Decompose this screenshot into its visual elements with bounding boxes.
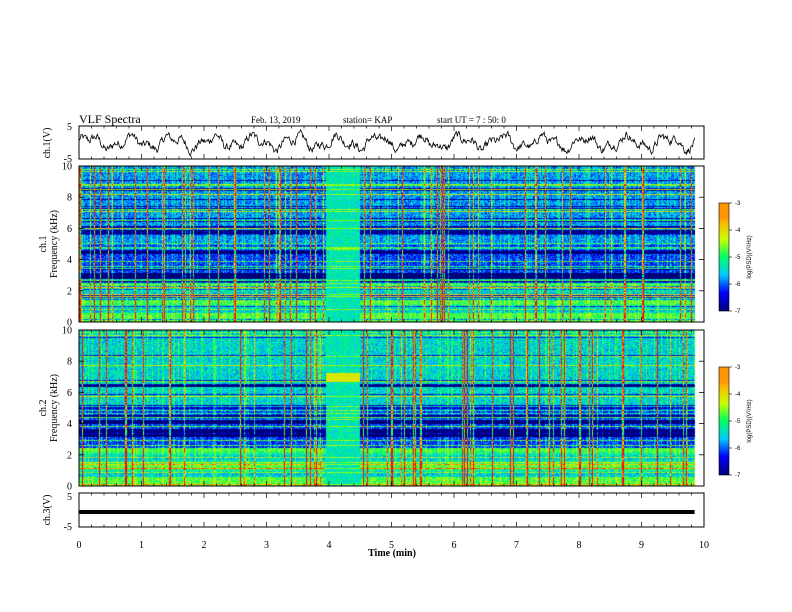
start-time-label: start UT = 7 : 50: 0 <box>437 115 506 125</box>
ch1-colorbar: -3 -4 -5 -6 -7 log(PSD)(V²/Hz) <box>718 201 753 315</box>
y-tick-label: 8 <box>67 193 72 204</box>
ch3-waveform-ylabel: ch.3(V) <box>42 495 53 526</box>
x-tick-label: 0 <box>77 540 82 551</box>
ch1-spec-ylabel-line2: Frequency (kHz) <box>49 210 60 278</box>
y-tick-label: 6 <box>67 388 72 399</box>
x-axis-label: Time (min) <box>368 548 416 559</box>
ch3-ytick-bottom: -5 <box>64 522 72 533</box>
colorbar-tick-label: -5 <box>735 255 741 261</box>
colorbar-tick-label: -3 <box>735 365 741 371</box>
ch1-ytick-bottom: -5 <box>64 154 72 165</box>
figure-title: VLF Spectra <box>79 112 141 126</box>
colorbar-tick-label: -3 <box>735 201 741 207</box>
ch2-colorbar-gradient <box>719 367 729 475</box>
y-tick-label: 4 <box>67 255 72 266</box>
ch1-waveform-panel: 5 -5 ch.1(V) <box>42 122 705 165</box>
y-tick-label: 10 <box>62 162 72 173</box>
ch2-spectrogram-image <box>79 330 704 486</box>
ch3-ytick-top: 5 <box>67 492 72 503</box>
ch2-colorbar-label: log(PSD)(V²/Hz) <box>747 399 753 442</box>
x-tick-label: 8 <box>577 540 582 551</box>
x-axis-tick-labels: 0 1 2 3 4 5 6 7 8 9 10 <box>77 540 710 551</box>
ch2-spec-ylabel-line2: Frequency (kHz) <box>49 374 60 442</box>
y-tick-label: 8 <box>67 357 72 368</box>
y-tick-label: 2 <box>67 450 72 461</box>
x-tick-label: 2 <box>202 540 207 551</box>
ch1-colorbar-label: log(PSD)(V²/Hz) <box>747 235 753 278</box>
station-label: station= KAP <box>343 115 392 125</box>
ch1-spec-ylabel-line1: ch.1 <box>38 236 49 253</box>
colorbar-tick-label: -6 <box>735 446 741 452</box>
y-tick-label: 0 <box>67 482 72 493</box>
x-tick-label: 6 <box>452 540 457 551</box>
x-tick-label: 4 <box>327 540 332 551</box>
x-tick-label: 5 <box>389 540 394 551</box>
x-tick-label: 1 <box>139 540 144 551</box>
colorbar-tick-label: -4 <box>735 228 741 234</box>
colorbar-tick-label: -4 <box>735 392 741 398</box>
ch2-colorbar: -3 -4 -5 -6 -7 log(PSD)(V²/Hz) <box>718 365 753 479</box>
ch1-spectrogram-image <box>79 166 704 322</box>
x-tick-label: 9 <box>639 540 644 551</box>
ch1-waveform-ylabel: ch.1(V) <box>42 128 53 159</box>
y-tick-label: 2 <box>67 286 72 297</box>
ch2-spectrogram-panel: 0 2 4 6 8 10 ch.2 Frequency (kHz) <box>38 326 705 493</box>
ch1-ytick-top: 5 <box>67 122 72 133</box>
y-tick-label: 6 <box>67 224 72 235</box>
ch1-colorbar-gradient <box>719 203 729 311</box>
colorbar-tick-label: -5 <box>735 419 741 425</box>
ch3-waveform-panel: 5 -5 ch.3(V) <box>42 492 705 533</box>
ch1-waveform-trace <box>78 129 696 157</box>
x-tick-label: 3 <box>264 540 269 551</box>
colorbar-tick-label: -6 <box>735 282 741 288</box>
ch1-spectrogram-panel: 0 2 4 6 8 10 ch.1 Frequency (kHz) <box>38 162 705 329</box>
y-tick-label: 4 <box>67 419 72 430</box>
y-tick-label: 10 <box>62 326 72 337</box>
colorbar-tick-label: -7 <box>735 309 741 315</box>
date-label: Feb. 13, 2019 <box>251 115 301 125</box>
x-tick-label: 7 <box>514 540 519 551</box>
ch2-spec-ylabel-line1: ch.2 <box>38 400 49 417</box>
x-tick-label: 10 <box>699 540 709 551</box>
colorbar-tick-label: -7 <box>735 473 741 479</box>
y-tick-label: 0 <box>67 318 72 329</box>
